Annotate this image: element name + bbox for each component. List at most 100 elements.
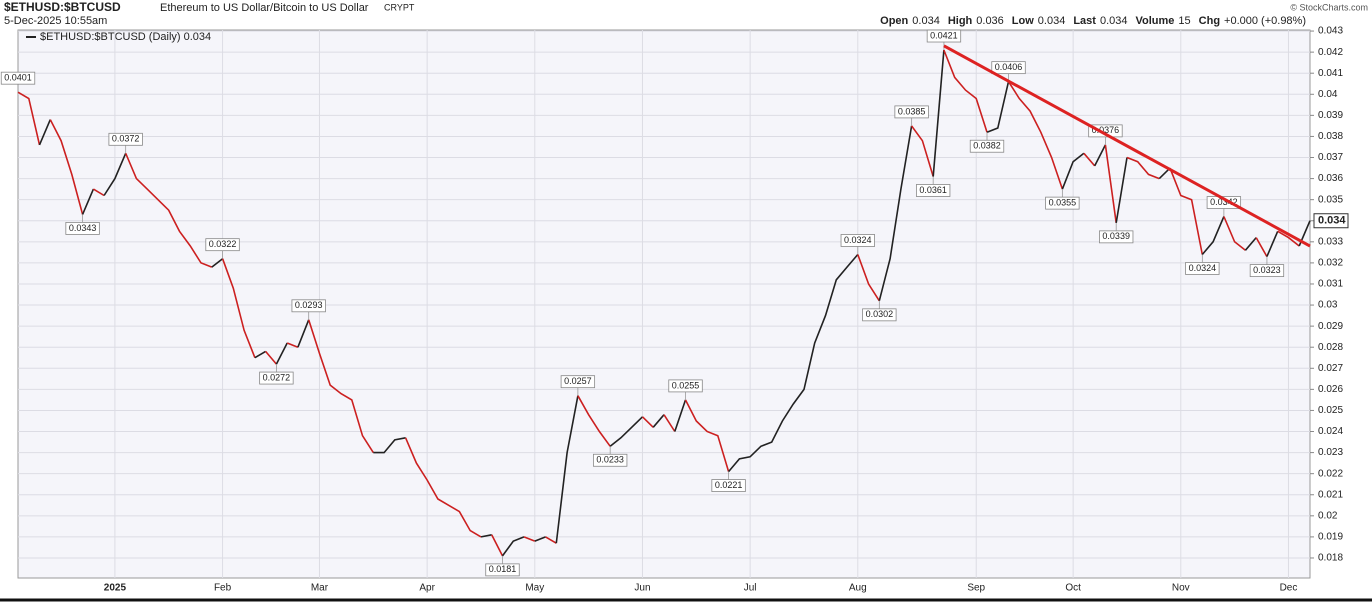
data-label: 0.0342 xyxy=(1210,197,1238,207)
x-tick-label: Dec xyxy=(1280,583,1298,594)
y-tick-label: 0.032 xyxy=(1318,258,1343,269)
x-tick-label: Oct xyxy=(1065,583,1081,594)
price-line xyxy=(1255,237,1268,257)
data-label: 0.0372 xyxy=(112,134,140,144)
price-line xyxy=(932,49,945,177)
data-label-box xyxy=(593,453,628,467)
y-tick-label: 0.023 xyxy=(1318,447,1343,458)
data-label: 0.0406 xyxy=(995,62,1023,72)
price-line xyxy=(297,319,310,348)
chart-title: $ETHUSD:$BTCUSD xyxy=(4,0,121,14)
y-tick-label: 0.031 xyxy=(1318,279,1343,290)
plot-area xyxy=(17,29,1311,579)
quote-value: 15 xyxy=(1178,15,1190,27)
data-label-box xyxy=(259,371,294,385)
quote-label: Last xyxy=(1073,15,1096,27)
price-line xyxy=(523,536,536,542)
x-tick-label: Jun xyxy=(634,583,650,594)
data-label: 0.0355 xyxy=(1049,198,1077,208)
chart-subtitle: Ethereum to US Dollar/Bitcoin to US Doll… xyxy=(160,2,369,14)
price-line xyxy=(221,258,256,358)
price-line xyxy=(49,119,84,215)
y-tick-label: 0.043 xyxy=(1318,26,1343,37)
y-tick-label: 0.039 xyxy=(1318,110,1343,121)
price-line xyxy=(17,91,41,146)
data-label-box xyxy=(668,379,703,393)
data-label: 0.0376 xyxy=(1092,125,1120,135)
y-tick-label: 0.035 xyxy=(1318,194,1343,205)
data-label-box xyxy=(291,299,326,313)
quote-bar: +0.000 (+0.98%) Chg 15 Volume 0.034 Last 0.034… xyxy=(880,15,1306,27)
data-label: 0.0324 xyxy=(844,235,872,245)
y-tick-label: 0.036 xyxy=(1318,173,1343,184)
price-line xyxy=(555,395,579,544)
data-label-box xyxy=(926,29,962,43)
y-tick-label: 0.041 xyxy=(1318,68,1343,79)
last-value-box xyxy=(1313,213,1349,229)
price-line xyxy=(1126,156,1160,180)
data-label-box xyxy=(711,479,746,492)
data-label: 0.0361 xyxy=(919,185,947,195)
data-label: 0.0323 xyxy=(1253,265,1281,275)
data-label: 0.0324 xyxy=(1189,263,1217,273)
price-line xyxy=(684,399,730,472)
price-line xyxy=(857,254,880,302)
price-line xyxy=(275,342,288,365)
price-line xyxy=(1244,237,1257,251)
data-label-box xyxy=(560,375,596,389)
price-line xyxy=(404,437,482,538)
data-label: 0.0302 xyxy=(866,309,894,319)
price-line xyxy=(1083,152,1096,167)
quote-label: Open xyxy=(880,15,908,27)
price-line xyxy=(103,152,127,196)
y-tick-label: 0.02 xyxy=(1318,510,1338,521)
price-line xyxy=(1115,157,1128,224)
quote-label: High xyxy=(948,15,973,27)
y-tick-label: 0.033 xyxy=(1318,236,1343,247)
quote-value: 0.034 xyxy=(1100,15,1128,27)
price-line xyxy=(286,342,299,348)
data-label: 0.0322 xyxy=(209,239,237,249)
data-label: 0.0401 xyxy=(4,73,32,83)
quote-label: Volume xyxy=(1135,15,1174,27)
data-label-box xyxy=(916,184,951,197)
data-label: 0.0339 xyxy=(1102,231,1130,241)
y-tick-label: 0.027 xyxy=(1318,363,1343,374)
price-line xyxy=(92,188,105,197)
data-label: 0.0257 xyxy=(564,376,592,386)
price-line xyxy=(545,536,557,544)
price-line xyxy=(986,81,1010,133)
x-tick-label: Nov xyxy=(1172,583,1190,594)
y-tick-label: 0.025 xyxy=(1318,405,1343,416)
price-line xyxy=(254,350,267,359)
data-label: 0.0181 xyxy=(489,564,517,574)
price-line xyxy=(1061,152,1085,190)
data-label-box xyxy=(894,105,929,119)
quote-label: Chg xyxy=(1199,15,1220,27)
quote-value: 0.034 xyxy=(912,15,940,27)
price-line xyxy=(1007,81,1064,190)
price-line xyxy=(609,416,644,447)
price-line xyxy=(1266,230,1279,257)
data-label-box xyxy=(991,61,1026,75)
data-label-box xyxy=(108,132,143,146)
y-tick-label: 0.038 xyxy=(1318,131,1343,142)
price-line xyxy=(663,414,676,432)
price-line xyxy=(1104,144,1117,224)
price-line xyxy=(38,119,52,146)
data-label-box xyxy=(1099,230,1134,244)
price-line xyxy=(307,319,374,454)
y-tick-label: 0.04 xyxy=(1318,89,1338,100)
price-line xyxy=(910,125,934,177)
price-line xyxy=(652,414,665,428)
data-label-box xyxy=(840,234,875,247)
trendline xyxy=(943,44,1311,248)
y-tick-label: 0.028 xyxy=(1318,342,1343,353)
data-label: 0.0343 xyxy=(69,223,97,233)
quote-value: 0.034 xyxy=(1038,15,1066,27)
price-line xyxy=(641,416,654,428)
price-line xyxy=(534,536,546,542)
price-line xyxy=(727,253,859,473)
exchange: CRYPT xyxy=(384,2,415,12)
